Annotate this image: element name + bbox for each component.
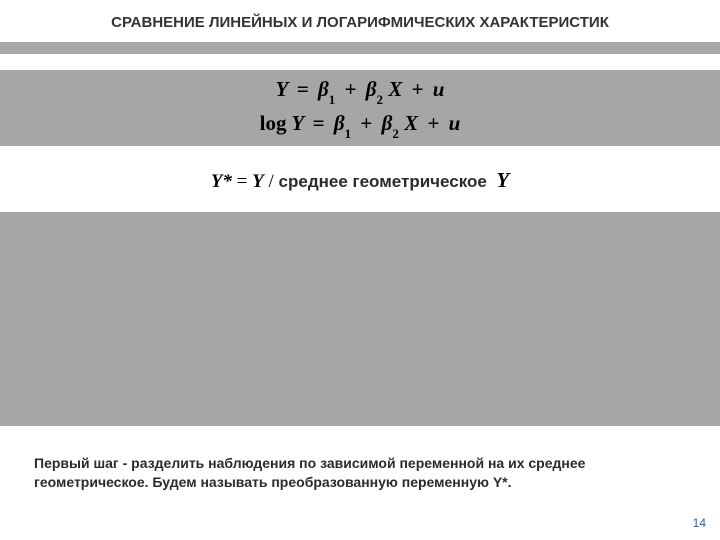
decor-band-top [0, 42, 720, 54]
mid-eq: = [232, 171, 252, 192]
eq1-X: X [388, 77, 402, 101]
eq2-log: log [260, 111, 287, 135]
eq2-u: u [449, 111, 461, 135]
eq2-plus2: + [423, 111, 443, 135]
eq1-Y: Y [276, 77, 288, 101]
slide-title: СРАВНЕНИЕ ЛИНЕЙНЫХ И ЛОГАРИФМИЧЕСКИХ ХАР… [0, 14, 720, 31]
eq1-eq: = [293, 77, 313, 101]
page-number: 14 [693, 516, 706, 530]
equation-1: Y = β1 + β2 X + u [276, 77, 445, 105]
mid-equation: Y* = Y / среднее геометрическое Y [0, 168, 720, 193]
mid-slash: / [264, 171, 279, 192]
mid-Y: Y [252, 171, 264, 192]
mid-label: среднее геометрическое [279, 172, 487, 191]
eq2-X: X [404, 111, 418, 135]
mid-Ytail: Y [496, 168, 509, 192]
footer-paragraph: Первый шаг - разделить наблюдения по зав… [34, 454, 686, 492]
eq1-b1: β1 [318, 77, 335, 101]
eq2-plus1: + [356, 111, 376, 135]
eq2-eq: = [309, 111, 329, 135]
decor-band-main [0, 212, 720, 426]
eq1-u: u [433, 77, 445, 101]
eq2-b2: β2 [382, 111, 399, 135]
eq1-plus1: + [341, 77, 361, 101]
equation-2: log Y = β1 + β2 X + u [260, 111, 461, 139]
equation-band: Y = β1 + β2 X + u log Y = β1 + β2 X + u [0, 70, 720, 146]
eq2-Y: Y [291, 111, 303, 135]
eq1-plus2: + [408, 77, 428, 101]
mid-Ystar: Y* [211, 171, 232, 192]
eq1-b2: β2 [366, 77, 383, 101]
eq2-b1: β1 [334, 111, 351, 135]
